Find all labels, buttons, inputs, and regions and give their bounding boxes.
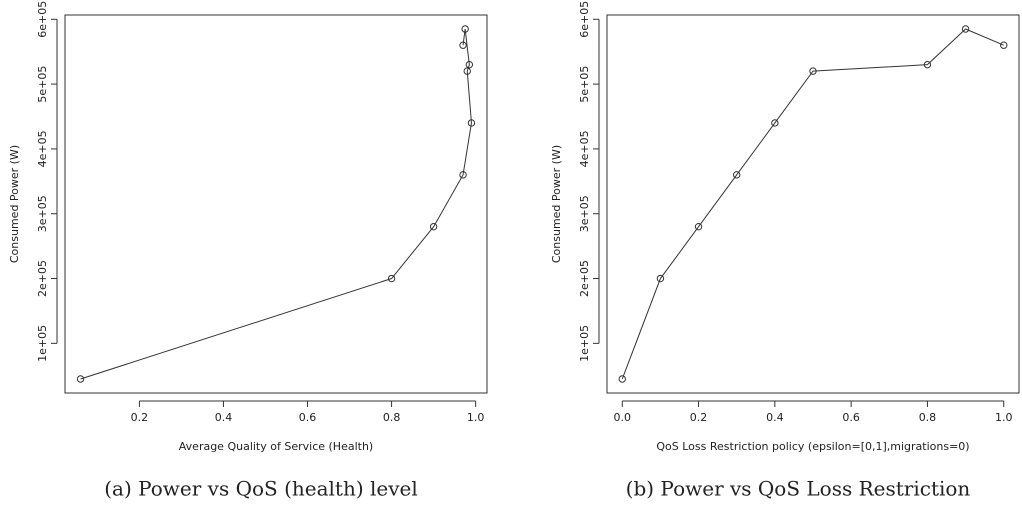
y-tick-label: 6e+05 bbox=[578, 1, 591, 38]
y-axis-label: Consumed Power (W) bbox=[550, 145, 563, 263]
plot-frame bbox=[64, 14, 488, 394]
y-tick-label: 6e+05 bbox=[36, 1, 49, 38]
point bbox=[387, 274, 396, 283]
x-tick-label: 0.8 bbox=[383, 411, 401, 424]
caption: (b) Power vs QoS Loss Restriction bbox=[626, 477, 971, 501]
point bbox=[961, 25, 970, 33]
point bbox=[467, 119, 476, 127]
x-tick-label: 0.0 bbox=[614, 411, 632, 424]
y-tick-label: 5e+05 bbox=[36, 66, 49, 103]
caption: (a) Power vs QoS (health) level bbox=[104, 477, 418, 501]
point bbox=[694, 222, 703, 231]
x-tick-label: 0.2 bbox=[131, 411, 149, 424]
point bbox=[461, 25, 469, 33]
point bbox=[1000, 41, 1008, 49]
point bbox=[76, 375, 85, 383]
y-tick-label: 3e+05 bbox=[36, 195, 49, 232]
y-axis-label: Consumed Power (W) bbox=[8, 145, 21, 263]
y-tick-label: 2e+05 bbox=[36, 260, 49, 297]
x-tick-label: 0.8 bbox=[919, 411, 937, 424]
y-tick-label: 1e+05 bbox=[578, 325, 591, 362]
y-tick-label: 4e+05 bbox=[36, 130, 49, 167]
y-tick-label: 3e+05 bbox=[578, 195, 591, 232]
y-tick-label: 1e+05 bbox=[36, 325, 49, 362]
point bbox=[429, 222, 438, 231]
y-tick-label: 4e+05 bbox=[578, 130, 591, 167]
x-tick-label: 0.6 bbox=[299, 411, 317, 424]
point bbox=[463, 67, 471, 75]
x-tick-label: 0.4 bbox=[215, 411, 233, 424]
point bbox=[465, 60, 474, 69]
y-tick-label: 5e+05 bbox=[578, 66, 591, 103]
point bbox=[459, 41, 467, 49]
x-axis-label: QoS Loss Restriction policy (epsilon=[0,… bbox=[656, 440, 969, 453]
point bbox=[618, 375, 626, 383]
x-tick-label: 1.0 bbox=[467, 411, 485, 424]
x-axis-label: Average Quality of Service (Health) bbox=[179, 440, 373, 453]
point bbox=[656, 274, 665, 283]
x-tick-label: 0.2 bbox=[690, 411, 708, 424]
x-tick-label: 1.0 bbox=[995, 411, 1013, 424]
line bbox=[621, 28, 1004, 380]
point bbox=[771, 119, 779, 127]
point bbox=[923, 60, 932, 69]
line bbox=[80, 28, 472, 380]
x-tick-label: 0.6 bbox=[842, 411, 860, 424]
point bbox=[809, 67, 817, 75]
y-tick-label: 2e+05 bbox=[578, 260, 591, 297]
point bbox=[459, 171, 467, 179]
point bbox=[733, 171, 741, 179]
x-tick-label: 0.4 bbox=[766, 411, 784, 424]
plot-frame bbox=[606, 14, 1020, 394]
